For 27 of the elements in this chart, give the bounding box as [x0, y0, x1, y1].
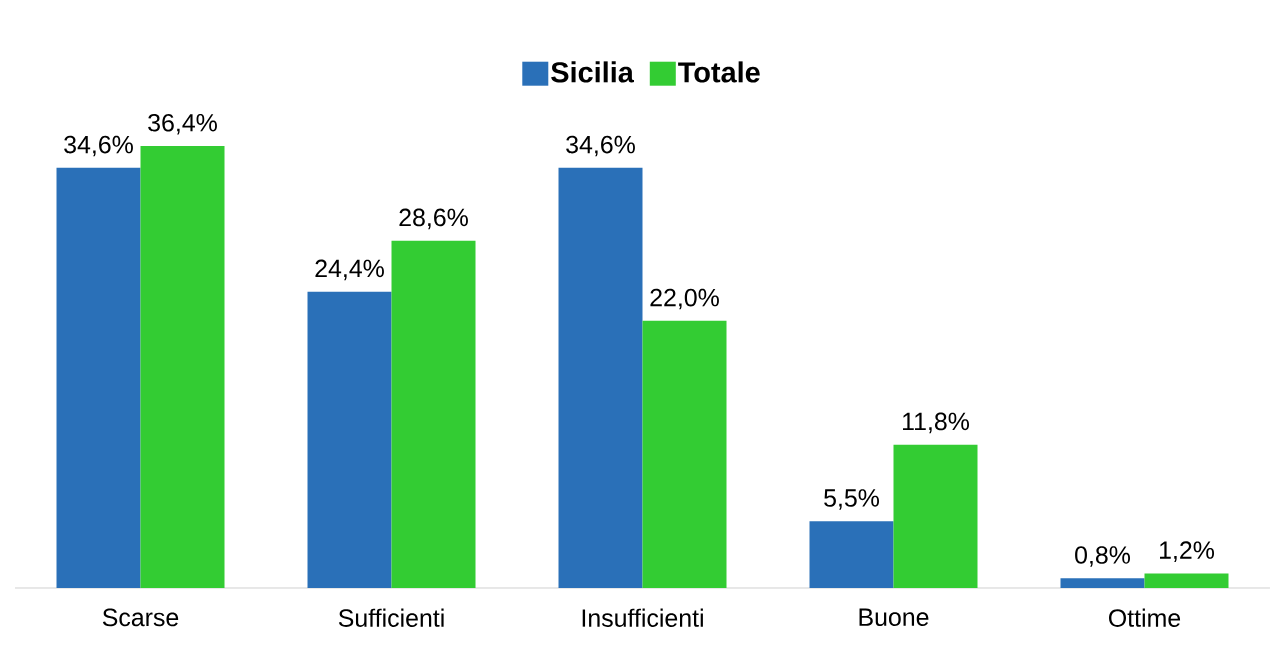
data-label: 24,4%: [315, 259, 384, 281]
x-tick-label: Ottime: [1109, 608, 1181, 627]
legend-label: Totale: [678, 61, 760, 83]
bar: [391, 240, 476, 588]
bar: [307, 291, 392, 588]
legend-label: Sicilia: [551, 61, 634, 83]
bar: [1144, 573, 1229, 588]
x-tick-label: Insufficienti: [582, 608, 703, 627]
x-tick-label: Scarse: [102, 608, 179, 627]
data-label: 0,8%: [1075, 546, 1130, 567]
bar: [1060, 578, 1145, 588]
data-label: 22,0%: [650, 288, 719, 310]
data-label: 36,4%: [148, 113, 217, 135]
data-label: 1,2%: [1160, 541, 1214, 562]
bar: [809, 521, 894, 588]
bar: [558, 167, 643, 588]
bar: [56, 167, 141, 588]
data-label: 28,6%: [399, 208, 468, 230]
data-label: 34,6%: [64, 135, 133, 157]
x-tick-label: Sufficienti: [338, 608, 444, 627]
bar: [140, 145, 225, 588]
bar: [642, 320, 727, 588]
data-label: 5,5%: [824, 489, 879, 510]
data-label: 11,8%: [903, 412, 970, 434]
bar: [893, 444, 978, 588]
x-tick-label: Buone: [859, 608, 929, 626]
data-label: 34,6%: [566, 135, 635, 157]
